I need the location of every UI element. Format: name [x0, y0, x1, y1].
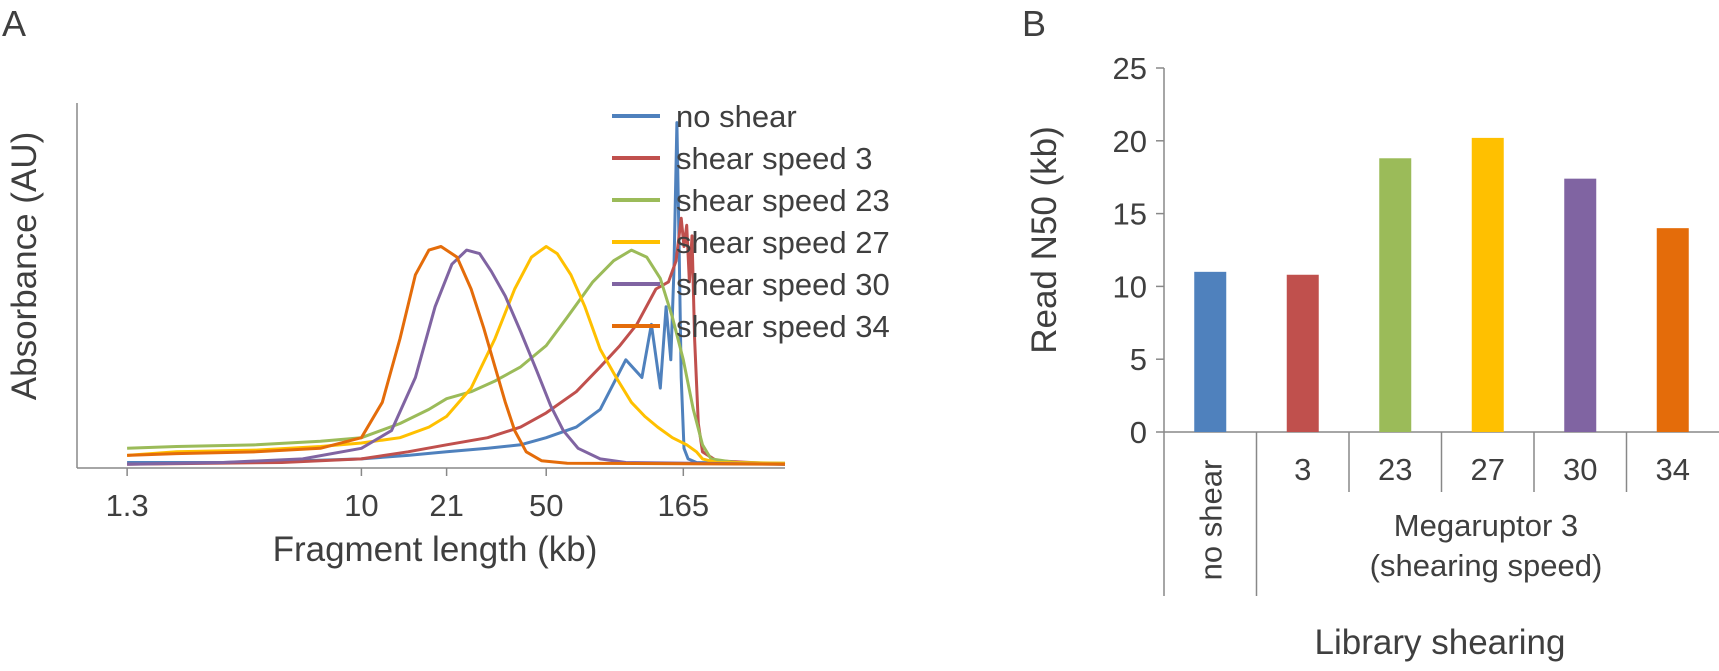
- y-tick-label-25: 25: [1113, 51, 1147, 86]
- series-line-shear-speed-3: [127, 216, 786, 466]
- x-tick-label-10: 10: [344, 488, 378, 523]
- panel-a-label: A: [2, 3, 26, 44]
- category-label-30: 30: [1563, 452, 1597, 487]
- bar-30: [1564, 178, 1597, 432]
- bar-27: [1471, 137, 1504, 432]
- category-label-no-shear: no shear: [1193, 460, 1228, 581]
- legend-label-no-shear: no shear: [676, 99, 797, 134]
- legend-label-shear-speed-34: shear speed 34: [676, 309, 890, 344]
- y-tick-label-5: 5: [1130, 342, 1147, 377]
- panel-b-y-axis-title: Read N50 (kb): [1025, 126, 1064, 354]
- panel-a-y-axis-title: Absorbance (AU): [5, 132, 44, 400]
- category-label-3: 3: [1294, 452, 1311, 487]
- panel-a-x-axis-title: Fragment length (kb): [273, 530, 598, 569]
- x-tick-label-50: 50: [529, 488, 563, 523]
- series-line-shear-speed-34: [127, 245, 786, 466]
- x-tick-label-165: 165: [657, 488, 709, 523]
- panel-b-x-axis-title: Library shearing: [1315, 623, 1566, 662]
- bar-3: [1286, 274, 1319, 432]
- y-tick-label-15: 15: [1113, 197, 1147, 232]
- series-line-shear-speed-30: [127, 248, 786, 466]
- bar-no-shear: [1194, 271, 1227, 432]
- bar-23: [1379, 158, 1412, 432]
- x-tick-label-21: 21: [429, 488, 463, 523]
- category-label-23: 23: [1378, 452, 1412, 487]
- series-line-no-shear: [127, 121, 786, 466]
- y-tick-label-10: 10: [1113, 269, 1147, 304]
- panel-b-category-labels: no shear 3 23 27 30 34: [1163, 432, 1690, 596]
- legend-label-shear-speed-3: shear speed 3: [676, 141, 872, 176]
- bar-chart-panel-b: 0 5 10 15 20 25 no shear 3 23 27 30 34 Megaruptor …: [1025, 51, 1719, 662]
- line-chart-panel-a: 1.3 10 21 50 165 no shear shear speed 3 shear …: [5, 99, 890, 569]
- panel-b-label: B: [1022, 3, 1046, 44]
- legend-label-shear-speed-27: shear speed 27: [676, 225, 890, 260]
- bar-34: [1656, 228, 1689, 432]
- panel-b-group-label-line2: (shearing speed): [1370, 548, 1603, 583]
- panel-b-bars: [1194, 137, 1689, 432]
- y-tick-label-20: 20: [1113, 124, 1147, 159]
- category-label-34: 34: [1656, 452, 1690, 487]
- panel-a-series-lines: [126, 121, 786, 466]
- x-tick-label-1-3: 1.3: [106, 488, 149, 523]
- legend-label-shear-speed-30: shear speed 30: [676, 267, 890, 302]
- panel-b-group-label-line1: Megaruptor 3: [1394, 508, 1578, 543]
- panel-a-legend: no shear shear speed 3 shear speed 23 shear…: [612, 99, 890, 344]
- panel-a-x-ticks: 1.3 10 21 50 165: [106, 468, 709, 523]
- category-label-27: 27: [1471, 452, 1505, 487]
- panel-b-y-ticks: 0 5 10 15 20 25: [1113, 51, 1164, 450]
- legend-label-shear-speed-23: shear speed 23: [676, 183, 890, 218]
- y-tick-label-0: 0: [1130, 415, 1147, 450]
